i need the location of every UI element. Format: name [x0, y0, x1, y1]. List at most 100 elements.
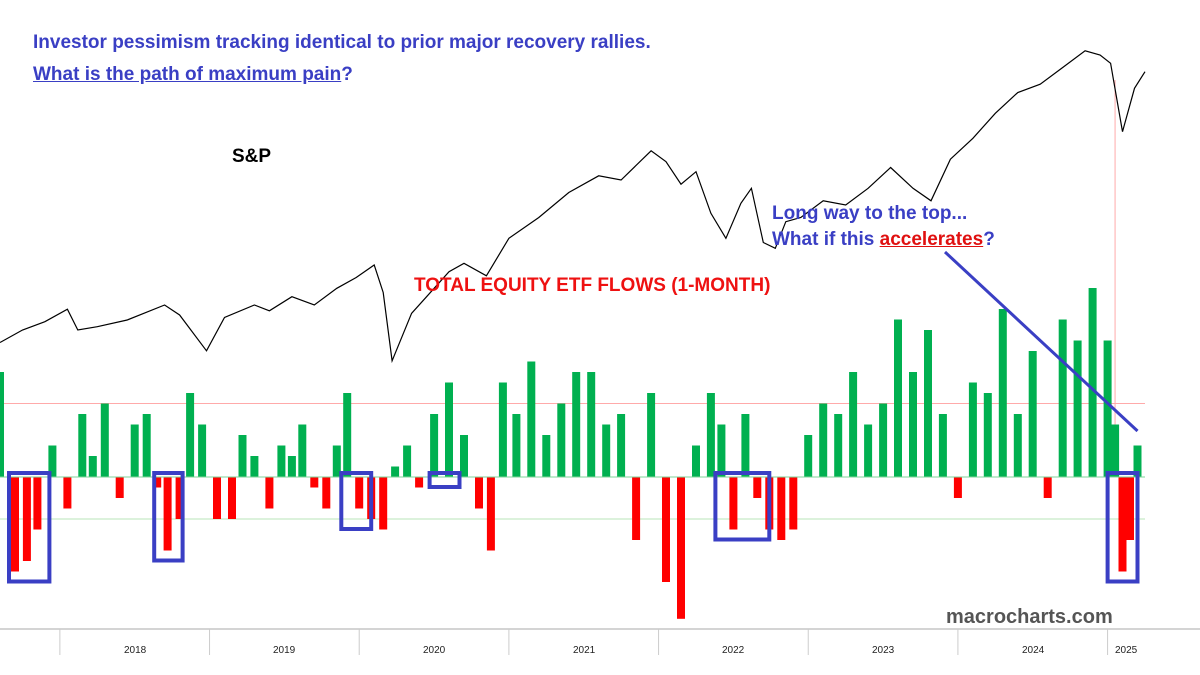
flow-bar: [475, 477, 483, 509]
flow-bar: [1126, 477, 1134, 540]
x-tick-label: 2020: [423, 645, 446, 656]
highlight-box: [713, 471, 772, 542]
highlight-box: [152, 471, 185, 563]
x-tick-label: 2021: [573, 645, 596, 656]
sp-price-line: [0, 50, 1146, 364]
flow-bar: [379, 477, 388, 530]
annotation-line-1: Long way to the top...: [772, 203, 968, 224]
flow-bar: [706, 393, 715, 477]
flow-bar: [804, 435, 813, 477]
flow-bar: [1133, 445, 1142, 477]
flow-bars: [0, 288, 1142, 619]
x-tick-label: 2018: [124, 645, 147, 656]
highlight-boxes: [7, 471, 1140, 584]
flow-bar: [819, 403, 828, 477]
flow-bar: [22, 477, 31, 561]
flow-bar: [1073, 340, 1082, 477]
flow-bar: [11, 477, 19, 572]
flow-bar: [163, 477, 172, 551]
x-tick-label: 2024: [1022, 645, 1045, 656]
annotation-prefix: What if this: [772, 229, 880, 250]
flow-bar: [729, 477, 738, 530]
flow-bar: [998, 309, 1007, 477]
flow-bar: [228, 477, 236, 519]
flow-bar: [265, 477, 274, 509]
headline-question: What is the path of maximum pain: [33, 64, 342, 85]
flow-bar: [48, 445, 57, 477]
flow-bar: [1111, 424, 1120, 477]
flow-bar: [322, 477, 331, 509]
x-tick-label: 2025: [1115, 645, 1138, 656]
flow-bar: [142, 414, 151, 477]
headline-line-1: Investor pessimism tracking identical to…: [33, 32, 651, 53]
flow-bar: [864, 424, 873, 477]
flow-bar: [692, 445, 700, 477]
flow-bar: [512, 414, 521, 477]
highlight-box: [7, 471, 52, 584]
flow-bar: [332, 445, 341, 477]
flow-bar: [33, 477, 42, 530]
flow-bar: [0, 372, 4, 477]
x-axis-ticks: [59, 629, 1109, 655]
flow-bar: [1058, 319, 1067, 477]
flow-bar: [445, 382, 453, 477]
highlight-box: [1105, 471, 1140, 584]
flow-bar: [391, 466, 400, 477]
flow-bar: [63, 477, 72, 509]
flow-bar: [968, 382, 977, 477]
flow-bar: [587, 372, 596, 477]
flow-bar: [717, 424, 726, 477]
flow-bar: [498, 382, 507, 477]
flow-bar: [250, 456, 259, 477]
x-tick-label: 2023: [872, 645, 895, 656]
flow-bar: [753, 477, 762, 498]
flow-bar: [542, 435, 551, 477]
flow-bar: [938, 414, 947, 477]
flow-bar: [88, 456, 97, 477]
flow-bar: [415, 477, 424, 488]
flows-chart-title: TOTAL EQUITY ETF FLOWS (1-MONTH): [414, 275, 771, 296]
flow-bar: [1088, 288, 1097, 477]
flow-bar: [1043, 477, 1052, 498]
flow-bar: [1103, 340, 1112, 477]
headline-line-2: What is the path of maximum pain?: [33, 64, 353, 86]
flow-bar: [287, 456, 296, 477]
annotation-arrow: [943, 250, 1139, 433]
highlight-box: [427, 471, 462, 489]
flow-bar: [662, 477, 670, 582]
flow-bar: [953, 477, 962, 498]
flow-bar: [343, 393, 352, 477]
flow-bar: [100, 403, 109, 477]
flow-bar: [460, 435, 468, 477]
annotation-line-2: What if this accelerates?: [772, 229, 995, 251]
flow-bar: [298, 424, 307, 477]
flow-bar: [198, 424, 207, 477]
flow-bar: [677, 477, 685, 619]
sp-series-label: S&P: [232, 146, 272, 167]
flow-bar: [213, 477, 221, 519]
flow-bar: [632, 477, 641, 540]
flow-bar: [777, 477, 786, 540]
flow-bar: [894, 319, 902, 477]
flow-bar: [1013, 414, 1022, 477]
flow-bar: [115, 477, 124, 498]
flow-bar: [879, 403, 888, 477]
flow-bar: [983, 393, 992, 477]
flow-bar: [557, 403, 566, 477]
x-tick-label: 2019: [273, 645, 296, 656]
flow-bar: [909, 372, 917, 477]
annotation-question-mark: ?: [983, 229, 995, 250]
highlight-box: [339, 471, 374, 531]
flow-bar: [238, 435, 247, 477]
annotation-accelerates: accelerates: [879, 229, 984, 250]
watermark: macrocharts.com: [946, 606, 1113, 628]
x-tick-label: 2022: [722, 645, 745, 656]
flow-bar: [849, 372, 858, 477]
flow-bar: [277, 445, 286, 477]
flow-bar: [175, 477, 184, 519]
flow-bar: [78, 414, 87, 477]
flow-bar: [430, 414, 439, 477]
flow-bar: [617, 414, 626, 477]
flow-bar: [572, 372, 581, 477]
